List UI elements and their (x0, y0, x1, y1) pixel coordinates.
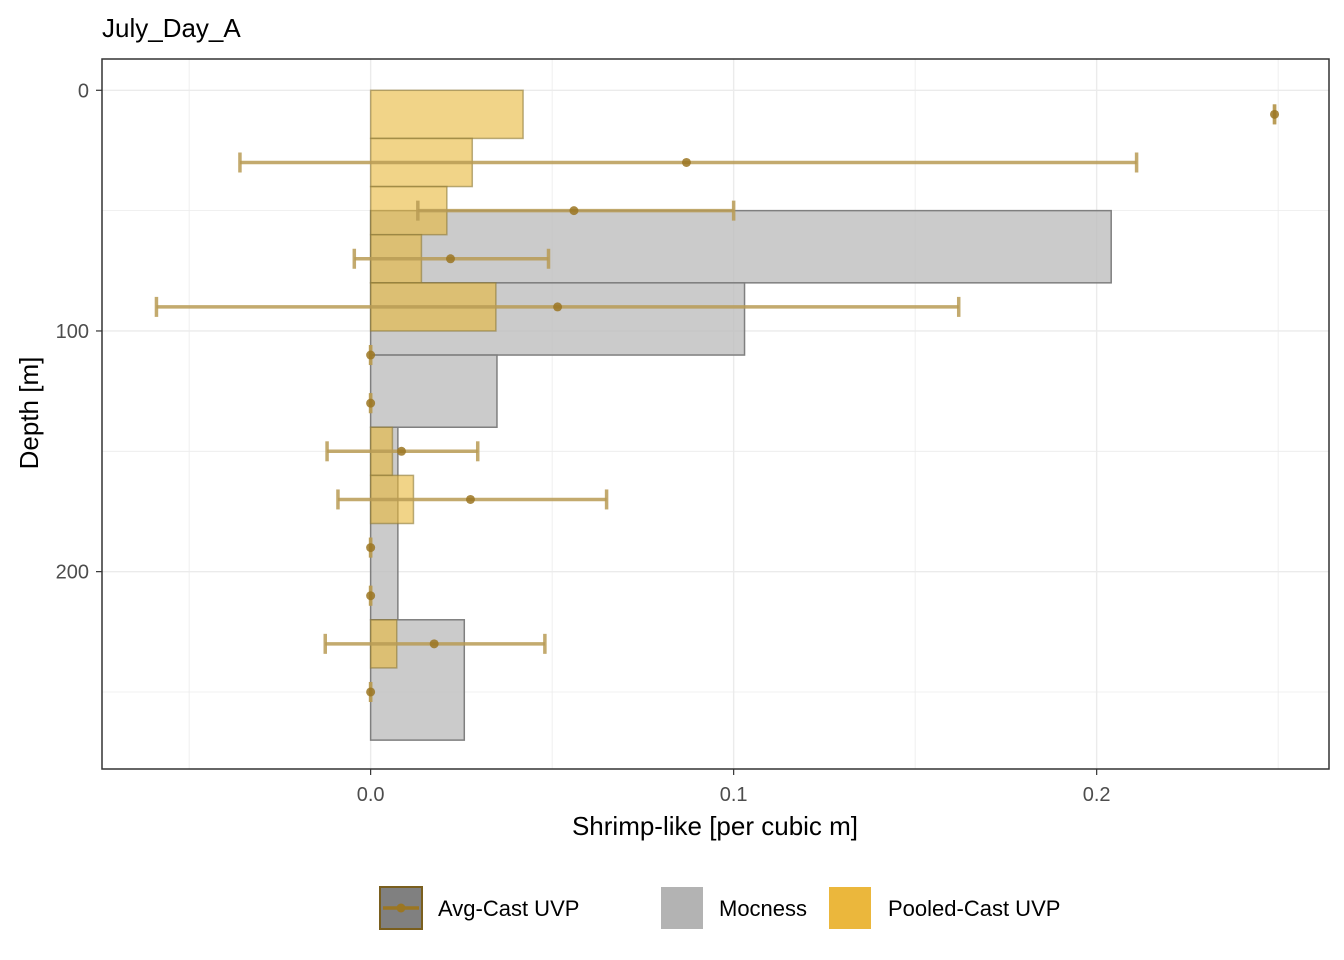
avg-cast-point (366, 398, 376, 408)
avg-cast-point-group (366, 585, 376, 606)
avg-cast-point-group (154, 296, 961, 317)
avg-cast-point (366, 591, 376, 601)
avg-cast-point-group (366, 681, 376, 702)
avg-cast-point-group (366, 537, 376, 558)
y-tick-label: 100 (56, 321, 89, 343)
mocness-bar (369, 209, 1112, 284)
avg-cast-point-group (416, 200, 736, 221)
avg-cast-point-group (1270, 104, 1280, 125)
pooled-cast-bar (369, 89, 524, 140)
legend-key-pooled-cast-uvp (829, 887, 871, 929)
avg-cast-point-group (366, 393, 376, 414)
avg-cast-point-group (238, 152, 1139, 173)
legend-item-mocness: Mocness (661, 887, 807, 929)
avg-cast-point (465, 494, 475, 504)
legend-label-pooled-cast-uvp: Pooled-Cast UVP (888, 896, 1060, 921)
avg-cast-points (154, 104, 1280, 702)
avg-cast-point-group (323, 633, 547, 654)
legend-key-avg-dot (396, 903, 406, 913)
x-tick-label: 0.2 (1083, 784, 1111, 806)
y-tick-label: 200 (56, 562, 89, 584)
panel-border (101, 58, 1330, 770)
avg-cast-point-group (336, 489, 609, 510)
mocness-bars (369, 209, 1112, 741)
y-tick-label: 0 (78, 80, 89, 102)
avg-cast-point (366, 350, 376, 360)
legend-label-mocness: Mocness (719, 896, 807, 921)
avg-cast-point (681, 157, 691, 167)
avg-cast-point (429, 639, 439, 649)
avg-cast-point (1270, 109, 1280, 119)
legend-item-pooled-cast-uvp: Pooled-Cast UVP (829, 887, 1060, 929)
avg-cast-point (445, 254, 455, 264)
x-axis-ticks: 0.0 0.1 0.2 (357, 769, 1111, 806)
avg-cast-point-group (366, 345, 376, 366)
avg-cast-point (366, 543, 376, 553)
x-tick-label: 0.1 (720, 784, 748, 806)
avg-cast-point (553, 302, 563, 312)
legend-key-mocness (661, 887, 703, 929)
legend: Avg-Cast UVP Mocness Pooled-Cast UVP (379, 886, 1060, 930)
avg-cast-point-group (325, 441, 480, 462)
mocness-bar (369, 354, 498, 428)
y-axis-label: Depth [m] (14, 357, 44, 470)
legend-item-avg-cast-uvp: Avg-Cast UVP (379, 886, 579, 930)
x-axis-label: Shrimp-like [per cubic m] (572, 811, 858, 841)
avg-cast-point (396, 446, 406, 456)
y-axis-ticks: 0 100 200 (56, 80, 102, 584)
legend-label-avg-cast-uvp: Avg-Cast UVP (438, 896, 579, 921)
avg-cast-point (366, 687, 376, 697)
chart-title: July_Day_A (102, 13, 241, 43)
avg-cast-point (569, 206, 579, 216)
avg-cast-point-group (352, 248, 551, 269)
x-tick-label: 0.0 (357, 784, 385, 806)
